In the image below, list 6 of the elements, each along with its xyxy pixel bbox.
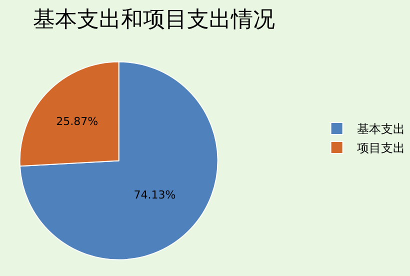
legend-label: 基本支出 — [356, 122, 405, 136]
data-label: 25.87% — [56, 114, 98, 128]
data-label: 74.13% — [134, 188, 176, 202]
legend-label: 项目支出 — [356, 141, 405, 156]
chart-title: 基本支出和项目支出情况 — [32, 7, 275, 32]
pie-slice — [19, 61, 218, 260]
